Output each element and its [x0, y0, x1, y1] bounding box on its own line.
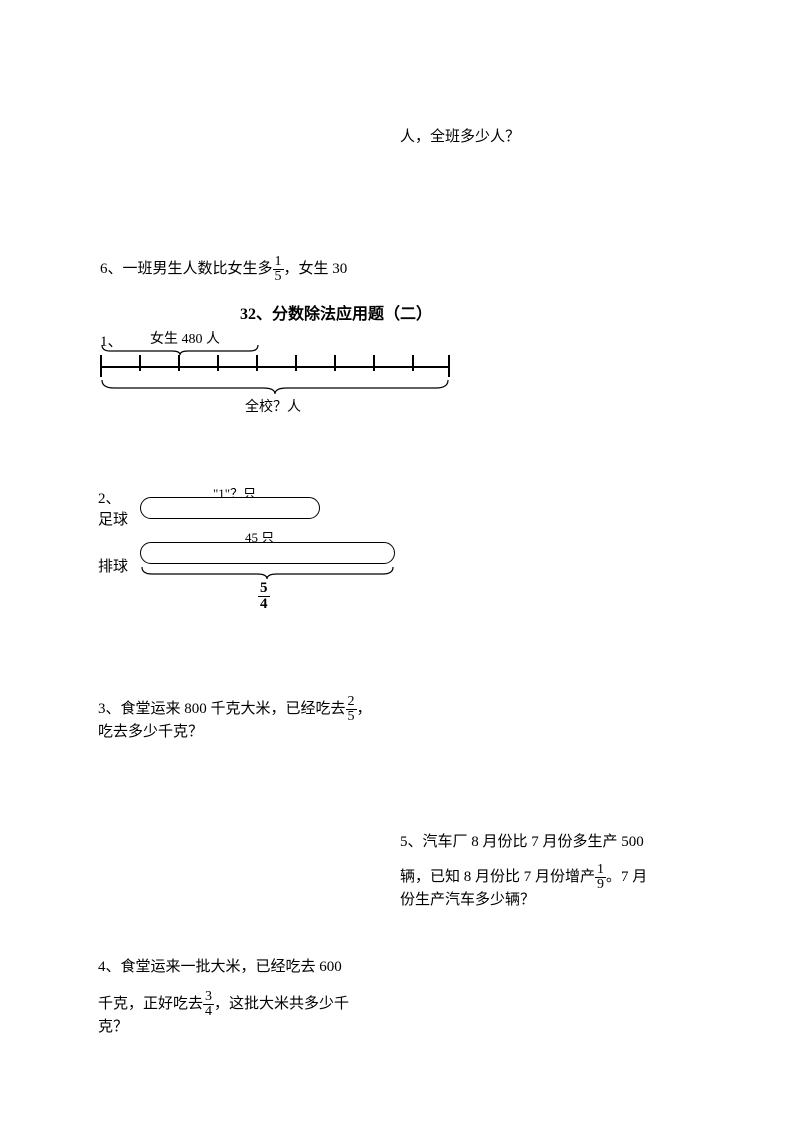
q6-prefix: 6、一班男生人数比女生多	[100, 261, 273, 277]
q2-football-bar	[140, 497, 320, 519]
q4-line2a: 千克，正好吃去	[98, 996, 203, 1012]
q4-line3: 克？	[98, 1015, 128, 1036]
q2-football-label: 足球	[98, 508, 128, 529]
q2-volleyball-label: 排球	[98, 555, 128, 576]
q6-suffix: ，女生 30	[284, 261, 348, 277]
section-title: 32、分数除法应用题（二）	[240, 300, 432, 324]
q6-line: 6、一班男生人数比女生多15，女生 30	[100, 255, 347, 284]
q3-suffix: ，	[357, 701, 372, 717]
q2-label: 2、	[98, 487, 121, 508]
q4-line1: 4、食堂运来一批大米，已经吃去 600	[98, 955, 342, 976]
q2-fraction: 54	[258, 581, 270, 612]
q5-line2b: 。7 月	[606, 869, 647, 885]
q4-line2: 千克，正好吃去34，这批大米共多少千	[98, 990, 349, 1019]
q1-bottom-brace	[100, 378, 450, 396]
q3-prefix: 3、食堂运来 800 千克大米，已经吃去	[98, 701, 346, 717]
q4-fraction: 34	[203, 990, 214, 1019]
q1-top-brace	[100, 343, 260, 355]
q2-bottom-brace	[140, 565, 395, 581]
q5-line3: 份生产汽车多少辆？	[400, 888, 535, 909]
q5-line1: 5、汽车厂 8 月份比 7 月份多生产 500	[400, 830, 644, 851]
q2-volleyball-bar	[140, 542, 395, 564]
q5-line2a: 辆，已知 8 月份比 7 月份增产	[400, 869, 595, 885]
q4-line2b: ，这批大米共多少千	[214, 996, 349, 1012]
q6-fraction: 15	[273, 255, 284, 284]
top-right-fragment: 人，全班多少人？	[400, 125, 520, 146]
q1-bottom-label: 全校？人	[245, 396, 301, 416]
q5-fraction: 19	[595, 863, 606, 892]
q3-fraction: 25	[346, 695, 357, 724]
q3-line2: 吃去多少千克？	[98, 720, 203, 741]
q1-number-line	[100, 355, 450, 379]
